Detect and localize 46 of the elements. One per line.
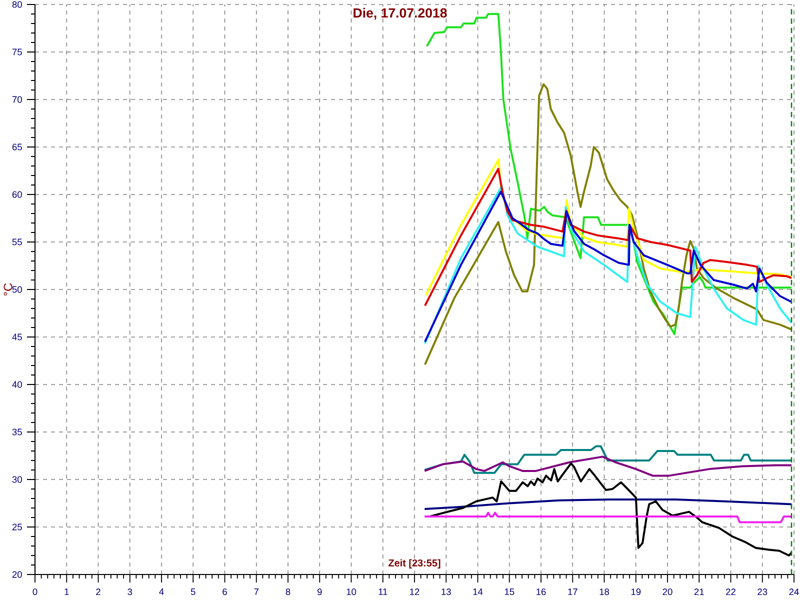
x-tick-label: 14 (473, 588, 483, 595)
x-tick-label: 21 (694, 588, 704, 596)
x-tick-label: 15 (504, 588, 514, 596)
x-tick-label: 24 (789, 588, 799, 596)
y-tick-label: 30 (12, 476, 22, 483)
line-series (424, 445, 792, 474)
y-tick-label: 70 (12, 96, 22, 103)
x-tick-label: 12 (410, 588, 420, 596)
y-tick-label: 40 (12, 381, 22, 388)
x-tick-label: 7 (254, 588, 258, 595)
x-tick-label: 22 (726, 588, 736, 596)
x-tick-label: 1 (64, 588, 69, 595)
x-tick-label: 9 (317, 588, 322, 596)
x-tick-label: 23 (758, 588, 768, 596)
x-tick-label: 8 (286, 588, 290, 596)
x-tick-label: 6 (222, 588, 227, 596)
y-tick-label: 25 (12, 524, 22, 530)
x-tick-label: 13 (442, 588, 451, 596)
y-tick-label: 35 (12, 428, 22, 436)
x-axis-title: Zeit [23:55] (388, 559, 440, 568)
x-tick-label: 2 (96, 588, 100, 596)
y-tick-label: 80 (12, 1, 22, 8)
x-tick-label: 5 (190, 588, 196, 596)
line-series (424, 498, 792, 510)
x-tick-label: 11 (378, 588, 388, 595)
x-tick-label: 17 (568, 588, 578, 595)
line-series (424, 83, 792, 366)
y-tick-label: 55 (12, 238, 22, 246)
chart-title: Die, 17.07.2018 (354, 8, 447, 20)
x-tick-label: 4 (159, 588, 164, 595)
x-tick-label: 0 (32, 588, 38, 596)
x-tick-label: 10 (346, 588, 356, 596)
x-tick-label: 18 (600, 588, 610, 596)
y-axis-title: °C (4, 283, 12, 296)
x-tick-label: 20 (662, 588, 672, 596)
y-tick-label: 60 (12, 191, 22, 198)
line-series (428, 462, 792, 556)
x-tick-label: 19 (631, 588, 641, 596)
line-series (424, 456, 792, 477)
y-tick-label: 50 (12, 286, 22, 293)
y-tick-label: 65 (12, 144, 22, 150)
x-tick-label: 16 (536, 588, 546, 596)
y-tick-label: 20 (12, 571, 22, 578)
y-tick-label: 75 (12, 48, 22, 56)
y-tick-label: 45 (12, 334, 22, 340)
x-tick-label: 3 (128, 588, 132, 596)
